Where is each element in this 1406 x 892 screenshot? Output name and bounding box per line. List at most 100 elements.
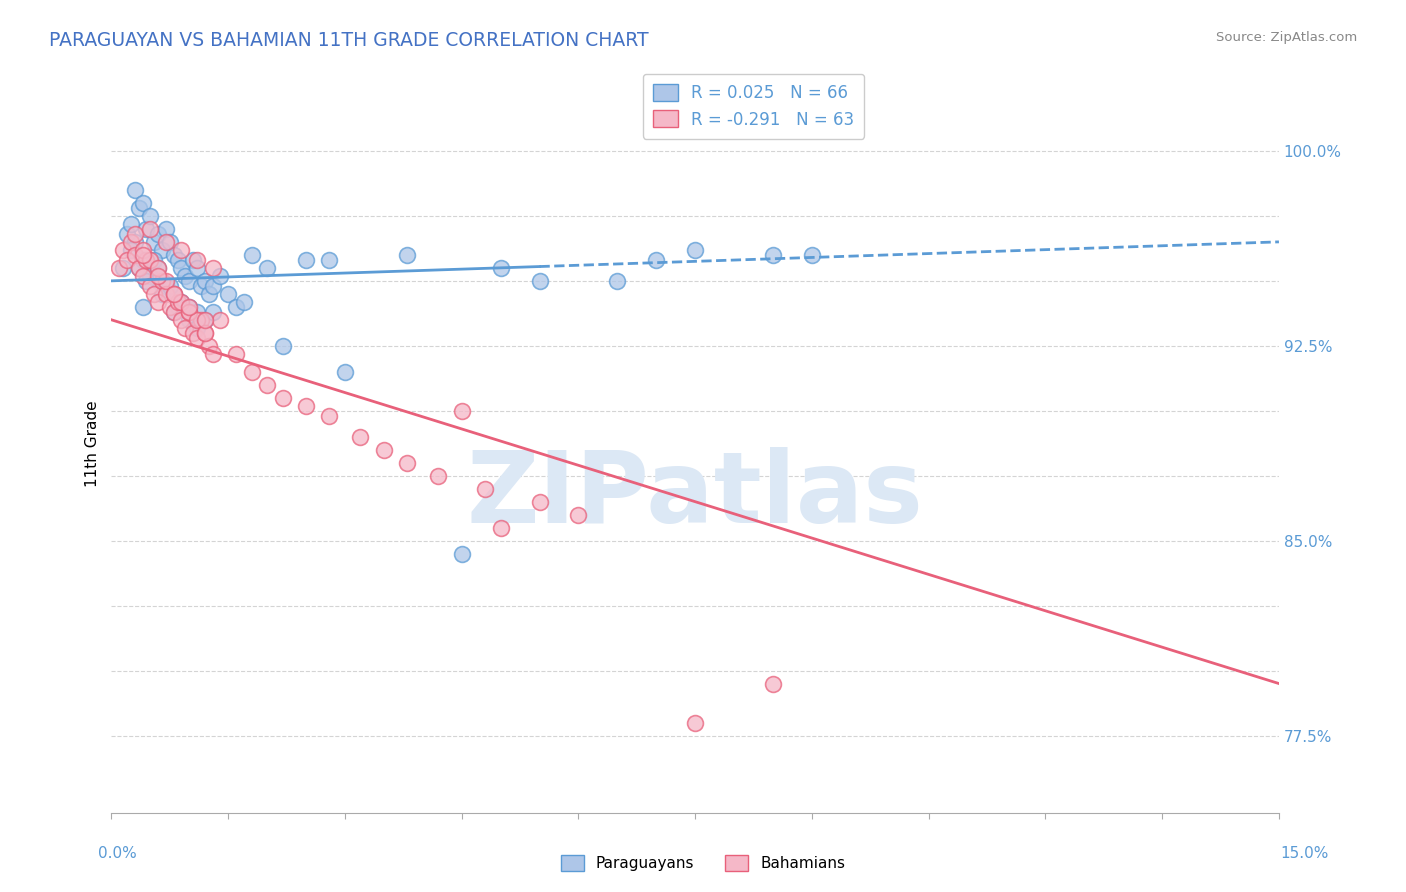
Point (318, 409, 340, 423)
Point (112, 243, 135, 257)
Point (201, 346, 224, 360)
Point (256, 260, 278, 275)
Point (155, 286, 177, 301)
Point (209, 268, 232, 283)
Point (683, 715, 706, 730)
Point (120, 235, 142, 249)
Point (762, 248, 785, 262)
Point (349, 430, 371, 444)
Point (115, 227, 138, 241)
Point (179, 305, 201, 319)
Point (150, 243, 173, 257)
Point (179, 313, 201, 327)
Point (271, 391, 294, 405)
Point (181, 253, 204, 268)
Point (197, 339, 219, 353)
Point (166, 300, 188, 314)
Point (124, 183, 146, 197)
Point (190, 313, 212, 327)
Point (240, 248, 263, 262)
Point (201, 260, 224, 275)
Point (128, 260, 150, 275)
Point (186, 331, 208, 345)
Point (186, 253, 208, 268)
Point (333, 365, 356, 379)
Point (135, 253, 157, 268)
Text: 15.0%: 15.0% (1281, 847, 1329, 861)
Point (143, 253, 166, 268)
Point (190, 279, 212, 293)
Point (139, 253, 162, 268)
Point (159, 279, 181, 293)
Point (606, 274, 628, 288)
Point (450, 547, 472, 561)
Point (170, 294, 193, 309)
Point (146, 260, 169, 275)
Point (181, 326, 204, 340)
Point (396, 456, 419, 470)
Point (128, 201, 150, 215)
Point (146, 260, 169, 275)
Point (131, 243, 153, 257)
Point (131, 268, 153, 283)
Point (174, 320, 197, 334)
Text: ZIPatlas: ZIPatlas (467, 447, 924, 543)
Point (150, 286, 173, 301)
Point (139, 222, 162, 236)
Point (194, 313, 217, 327)
Point (645, 253, 668, 268)
Point (232, 294, 254, 309)
Point (128, 260, 150, 275)
Point (295, 399, 318, 413)
Point (131, 253, 153, 268)
Point (209, 313, 232, 327)
Point (256, 377, 278, 392)
Point (489, 521, 512, 535)
Point (217, 286, 239, 301)
Point (186, 320, 208, 334)
Point (201, 279, 224, 293)
Point (186, 305, 208, 319)
Point (396, 248, 419, 262)
Point (143, 235, 166, 249)
Point (155, 235, 177, 249)
Point (131, 195, 153, 210)
Point (108, 260, 131, 275)
Y-axis label: 11th Grade: 11th Grade (86, 400, 100, 486)
Point (135, 274, 157, 288)
Point (155, 222, 177, 236)
Point (201, 305, 224, 319)
Point (124, 227, 146, 241)
Point (489, 260, 512, 275)
Point (143, 286, 166, 301)
Point (131, 300, 153, 314)
Point (150, 274, 173, 288)
Text: PARAGUAYAN VS BAHAMIAN 11TH GRADE CORRELATION CHART: PARAGUAYAN VS BAHAMIAN 11TH GRADE CORREL… (49, 31, 648, 50)
Point (135, 222, 157, 236)
Point (194, 313, 217, 327)
Point (146, 227, 169, 241)
Point (120, 243, 142, 257)
Point (139, 268, 162, 283)
Legend: Paraguayans, Bahamians: Paraguayans, Bahamians (555, 849, 851, 877)
Point (474, 482, 496, 496)
Point (115, 253, 138, 268)
Point (146, 294, 169, 309)
Point (194, 326, 217, 340)
Point (124, 235, 146, 249)
Legend: R = 0.025   N = 66, R = -0.291   N = 63: R = 0.025 N = 66, R = -0.291 N = 63 (643, 74, 865, 138)
Point (159, 300, 181, 314)
Point (163, 286, 186, 301)
Point (163, 248, 186, 262)
Point (166, 294, 188, 309)
Point (240, 365, 263, 379)
Point (163, 305, 186, 319)
Point (170, 294, 193, 309)
Point (131, 248, 153, 262)
Point (450, 403, 472, 417)
Point (179, 300, 201, 314)
Point (139, 279, 162, 293)
Text: 0.0%: 0.0% (98, 847, 138, 861)
Point (179, 274, 201, 288)
Point (179, 300, 201, 314)
